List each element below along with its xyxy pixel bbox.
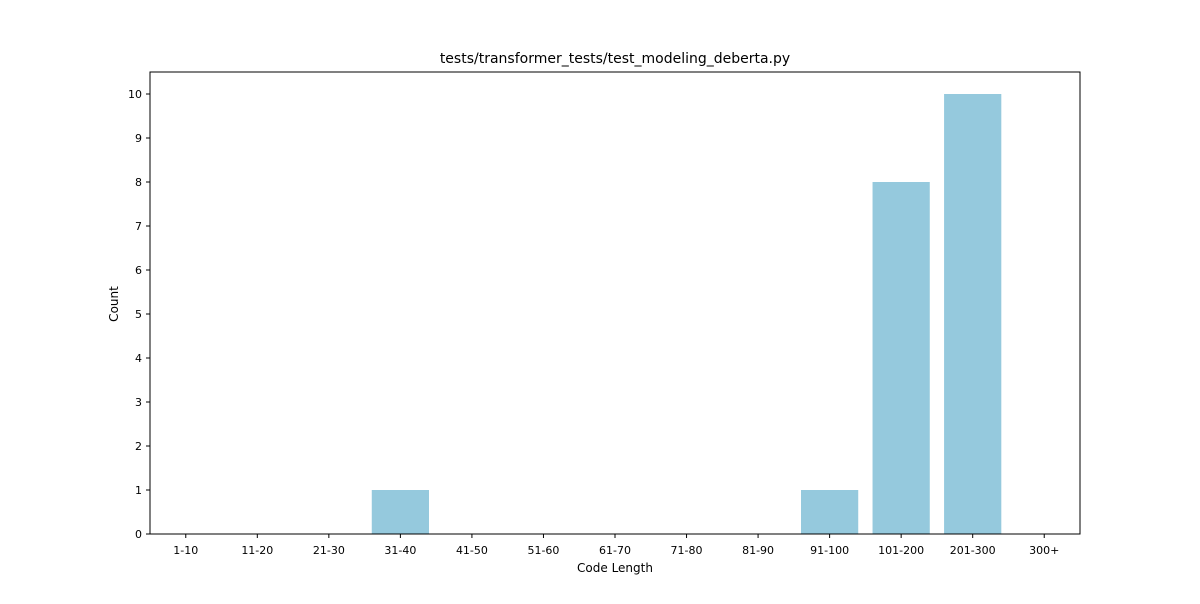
bars-layer: [371, 94, 1002, 534]
x-tick-label: 31-40: [384, 544, 416, 557]
x-axis: 1-10 11-20 21-30 31-40 41-50 51-60 61-70 71-80 8…: [173, 534, 1059, 557]
bar: [872, 182, 930, 534]
y-tick-label: 10: [128, 88, 142, 101]
y-tick-label: 8: [135, 176, 142, 189]
x-tick-label: 71-80: [671, 544, 703, 557]
y-tick-label: 2: [135, 440, 142, 453]
x-tick-label: 81-90: [742, 544, 774, 557]
y-tick-label: 9: [135, 132, 142, 145]
y-tick-label: 5: [135, 308, 142, 321]
x-tick-label: 300+: [1029, 544, 1059, 557]
y-tick-label: 0: [135, 528, 142, 541]
y-tick-label: 3: [135, 396, 142, 409]
x-axis-label: Code Length: [577, 561, 653, 575]
y-tick-label: 6: [135, 264, 142, 277]
bar: [371, 490, 429, 534]
x-tick-label: 21-30: [313, 544, 345, 557]
x-tick-label: 201-300: [950, 544, 996, 557]
y-tick-label: 1: [135, 484, 142, 497]
y-tick-label: 7: [135, 220, 142, 233]
x-tick-label: 51-60: [527, 544, 559, 557]
bar: [944, 94, 1002, 534]
bar: [801, 490, 859, 534]
x-tick-label: 91-100: [810, 544, 849, 557]
y-axis-label: Count: [107, 286, 121, 322]
y-axis: 0 1 2 3 4 5 6 7 8 9 10: [128, 88, 150, 541]
plot-frame: [149, 71, 1081, 535]
x-tick-label: 11-20: [241, 544, 273, 557]
y-tick-label: 4: [135, 352, 142, 365]
x-tick-label: 1-10: [173, 544, 198, 557]
x-tick-label: 101-200: [878, 544, 924, 557]
x-tick-label: 61-70: [599, 544, 631, 557]
x-tick-label: 41-50: [456, 544, 488, 557]
chart-title: tests/transformer_tests/test_modeling_de…: [440, 51, 790, 67]
